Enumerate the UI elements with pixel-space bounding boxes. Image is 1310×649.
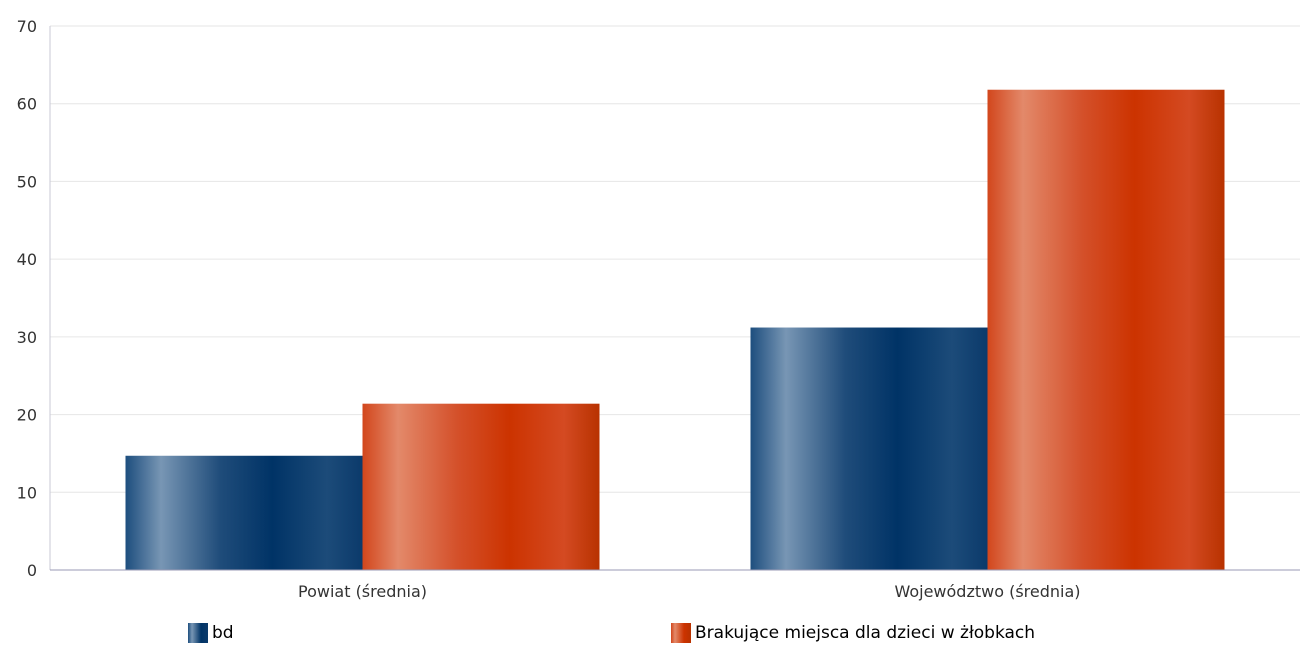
- legend-swatch-series-1: [188, 623, 208, 643]
- legend-label-series-1: bd: [212, 623, 234, 643]
- bar-series-2-2[interactable]: [987, 89, 1225, 571]
- legend-item-series-1[interactable]: bd: [188, 623, 234, 643]
- legend-label-series-2: Brakujące miejsca dla dzieci w żłobkach: [695, 623, 1036, 643]
- legend-item-series-2[interactable]: Brakujące miejsca dla dzieci w żłobkach: [671, 623, 1035, 643]
- bar-series-1-2[interactable]: [750, 327, 988, 570]
- legend: bd Brakujące miejsca dla dzieci w żłobka…: [0, 623, 1310, 649]
- x-category-label: Województwo (średnia): [894, 582, 1080, 601]
- x-category-label: Powiat (średnia): [298, 582, 427, 601]
- legend-swatch-series-2: [671, 623, 691, 643]
- y-tick-label: 30: [17, 328, 37, 347]
- y-tick-label: 40: [17, 250, 37, 269]
- y-tick-label: 60: [17, 95, 37, 114]
- y-tick-label: 0: [27, 561, 37, 580]
- y-tick-label: 20: [17, 406, 37, 425]
- y-tick-label: 70: [17, 17, 37, 36]
- bar-series-1-1[interactable]: [125, 455, 363, 570]
- y-tick-label: 10: [17, 483, 37, 502]
- bar-chart: 0 10 20 30 40 50 60 70 Powiat (średnia) Województ…: [17, 17, 1300, 601]
- y-tick-label: 50: [17, 172, 37, 191]
- bar-series-2-1[interactable]: [362, 403, 600, 570]
